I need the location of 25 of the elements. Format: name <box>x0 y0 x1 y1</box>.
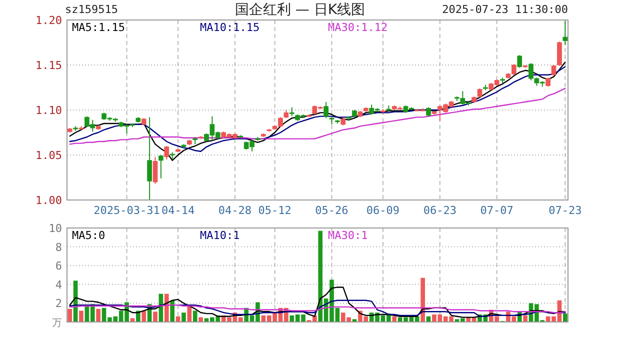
text: 2025-07-23 11:30:00 <box>442 3 568 16</box>
y-tick-label: 8 <box>55 240 62 254</box>
chart-title: 国企红利 — 日K线图 <box>234 2 366 18</box>
y-axis-title: 万 <box>52 318 62 329</box>
x-tick-label: 07-07 <box>480 204 514 217</box>
y-tick-label: 10 <box>48 222 62 235</box>
x-tick-label: 05-12 <box>258 204 292 217</box>
y-tick-label: 1.20 <box>36 14 62 27</box>
legend: MA5:1.15 MA10:1.15 MA30:1.12 <box>72 21 388 34</box>
x-tick-label: 06-23 <box>423 204 456 217</box>
x-tick-label: 04-28 <box>218 204 252 217</box>
x-tick-label: 07-23 <box>548 204 582 217</box>
x-tick-label: 04-14 <box>161 204 195 217</box>
y-tick-label: 6 <box>55 260 62 273</box>
y-tick-label: 2 <box>55 297 62 310</box>
y-tick-label: 4 <box>55 278 62 292</box>
x-tick-label: 2025-03-31 <box>94 204 160 217</box>
legend: MA5:0 MA10:1 MA30:1 <box>72 229 368 242</box>
y-tick-label: 1.00 <box>36 194 62 207</box>
y-tick-label: 1.15 <box>36 59 62 72</box>
x-tick-label: 05-26 <box>315 204 348 217</box>
y-tick-label: 1.10 <box>36 104 62 117</box>
y-tick-label: 1.05 <box>36 149 62 162</box>
x-tick-label: 06-09 <box>366 204 400 217</box>
text: sz159515 <box>65 3 118 16</box>
